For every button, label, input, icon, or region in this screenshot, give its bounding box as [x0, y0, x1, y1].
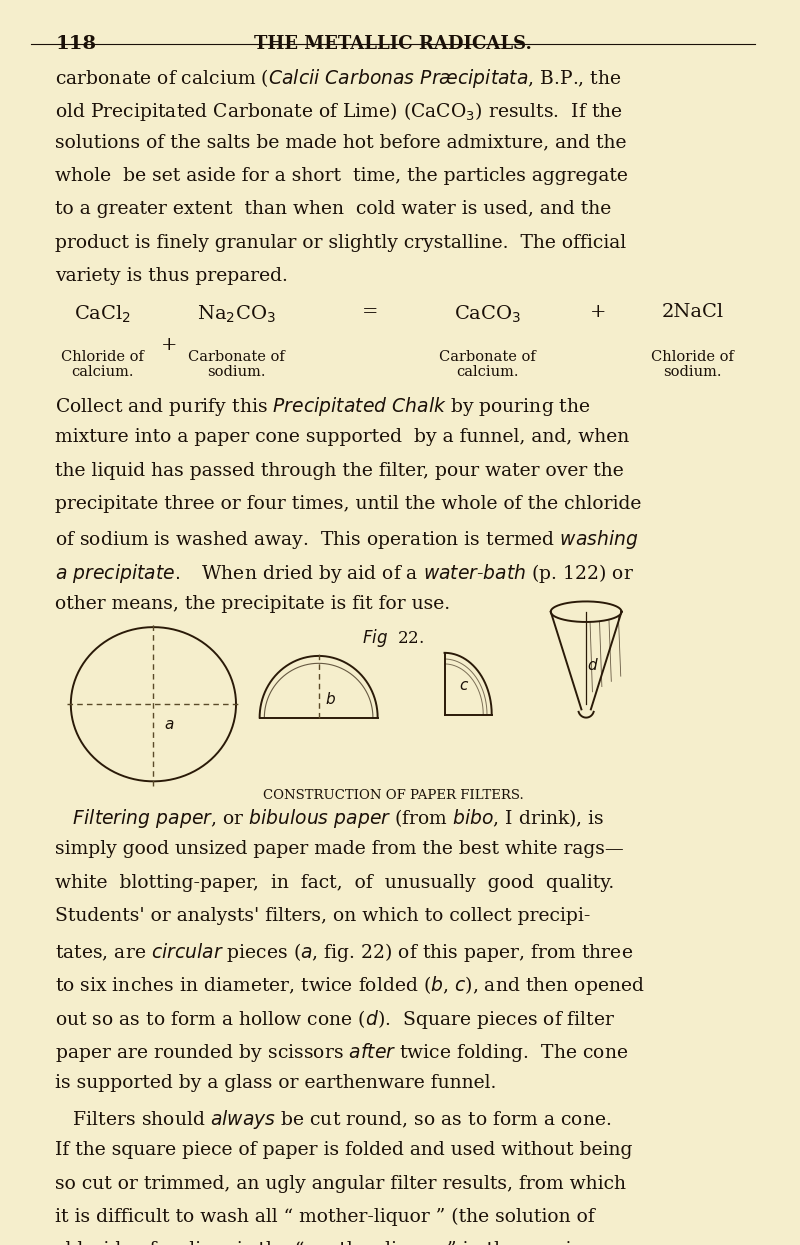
Text: sodium.: sodium. [663, 365, 722, 378]
Text: 2NaCl: 2NaCl [662, 304, 723, 321]
Text: CaCl$_2$: CaCl$_2$ [74, 304, 131, 325]
Text: $a$: $a$ [164, 718, 174, 732]
Text: precipitate three or four times, until the whole of the chloride: precipitate three or four times, until t… [55, 496, 642, 513]
Text: Na$_2$CO$_3$: Na$_2$CO$_3$ [197, 304, 275, 325]
Text: Chloride of: Chloride of [61, 350, 144, 364]
Text: =: = [362, 304, 378, 321]
Text: Collect and purify this $\mathit{Precipitated\ Chalk}$ by pouring the: Collect and purify this $\mathit{Precipi… [55, 395, 590, 418]
Text: out so as to form a hollow cone ($d$).  Square pieces of filter: out so as to form a hollow cone ($d$). S… [55, 1007, 615, 1031]
Text: old Precipitated Carbonate of Lime) (CaCO$_3$) results.  If the: old Precipitated Carbonate of Lime) (CaC… [55, 101, 623, 123]
Text: mixture into a paper cone supported  by a funnel, and, when: mixture into a paper cone supported by a… [55, 428, 630, 446]
Text: Carbonate of: Carbonate of [439, 350, 536, 364]
Text: variety is thus prepared.: variety is thus prepared. [55, 268, 288, 285]
Text: CaCO$_3$: CaCO$_3$ [454, 304, 522, 325]
Text: +: + [161, 336, 178, 354]
Text: CONSTRUCTION OF PAPER FILTERS.: CONSTRUCTION OF PAPER FILTERS. [263, 788, 524, 802]
Text: $b$: $b$ [325, 691, 336, 707]
Text: of sodium is washed away.  This operation is termed $\mathit{washing}$: of sodium is washed away. This operation… [55, 528, 638, 552]
Text: Students' or analysts' filters, on which to collect precipi-: Students' or analysts' filters, on which… [55, 908, 590, 925]
Text: $\mathit{Fig}$  22.: $\mathit{Fig}$ 22. [362, 627, 425, 649]
Text: Carbonate of: Carbonate of [188, 350, 285, 364]
Text: chloride of sodium is the “ mother-liquor ” in the previous: chloride of sodium is the “ mother-liquo… [55, 1241, 605, 1245]
Text: it is difficult to wash all “ mother-liquor ” (the solution of: it is difficult to wash all “ mother-liq… [55, 1208, 595, 1226]
Text: If the square piece of paper is folded and used without being: If the square piece of paper is folded a… [55, 1142, 633, 1159]
Text: calcium.: calcium. [457, 365, 519, 378]
Text: is supported by a glass or earthenware funnel.: is supported by a glass or earthenware f… [55, 1074, 497, 1092]
Text: THE METALLIC RADICALS.: THE METALLIC RADICALS. [254, 35, 532, 54]
Text: whole  be set aside for a short  time, the particles aggregate: whole be set aside for a short time, the… [55, 167, 628, 186]
Text: the liquid has passed through the filter, pour water over the: the liquid has passed through the filter… [55, 462, 624, 479]
Text: white  blotting-paper,  in  fact,  of  unusually  good  quality.: white blotting-paper, in fact, of unusua… [55, 874, 614, 891]
Text: 118: 118 [55, 35, 96, 54]
Text: $c$: $c$ [459, 679, 470, 692]
Text: sodium.: sodium. [206, 365, 266, 378]
Text: tates, are $\mathit{circular}$ pieces ($a$, fig. 22) of this paper, from three: tates, are $\mathit{circular}$ pieces ($… [55, 941, 633, 964]
Text: $d$: $d$ [586, 657, 598, 674]
Text: to six inches in diameter, twice folded ($b$, $c$), and then opened: to six inches in diameter, twice folded … [55, 974, 645, 997]
Text: carbonate of calcium ($\mathit{Calcii\ Carbonas\ Pr\ae{}cipitata}$, B.P., the: carbonate of calcium ($\mathit{Calcii\ C… [55, 67, 622, 90]
Text: +: + [590, 304, 606, 321]
Text: simply good unsized paper made from the best white rags—: simply good unsized paper made from the … [55, 840, 624, 859]
Text: $\mathit{Filtering\ paper}$, or $\mathit{bibulous\ paper}$ (from $\mathit{bibo}$: $\mathit{Filtering\ paper}$, or $\mathit… [55, 807, 605, 830]
Text: product is finely granular or slightly crystalline.  The official: product is finely granular or slightly c… [55, 234, 626, 251]
Text: Filters should $\mathit{always}$ be cut round, so as to form a cone.: Filters should $\mathit{always}$ be cut … [55, 1108, 611, 1130]
Text: calcium.: calcium. [71, 365, 134, 378]
Text: other means, the precipitate is fit for use.: other means, the precipitate is fit for … [55, 595, 450, 614]
Text: $\mathit{a\ precipitate.}$   When dried by aid of a $\mathit{water}$-$\mathit{ba: $\mathit{a\ precipitate.}$ When dried by… [55, 561, 634, 585]
Text: to a greater extent  than when  cold water is used, and the: to a greater extent than when cold water… [55, 200, 611, 218]
Text: so cut or trimmed, an ugly angular filter results, from which: so cut or trimmed, an ugly angular filte… [55, 1174, 626, 1193]
Text: Chloride of: Chloride of [651, 350, 734, 364]
Text: paper are rounded by scissors $\mathit{after}$ twice folding.  The cone: paper are rounded by scissors $\mathit{a… [55, 1041, 628, 1064]
Text: solutions of the salts be made hot before admixture, and the: solutions of the salts be made hot befor… [55, 133, 626, 152]
